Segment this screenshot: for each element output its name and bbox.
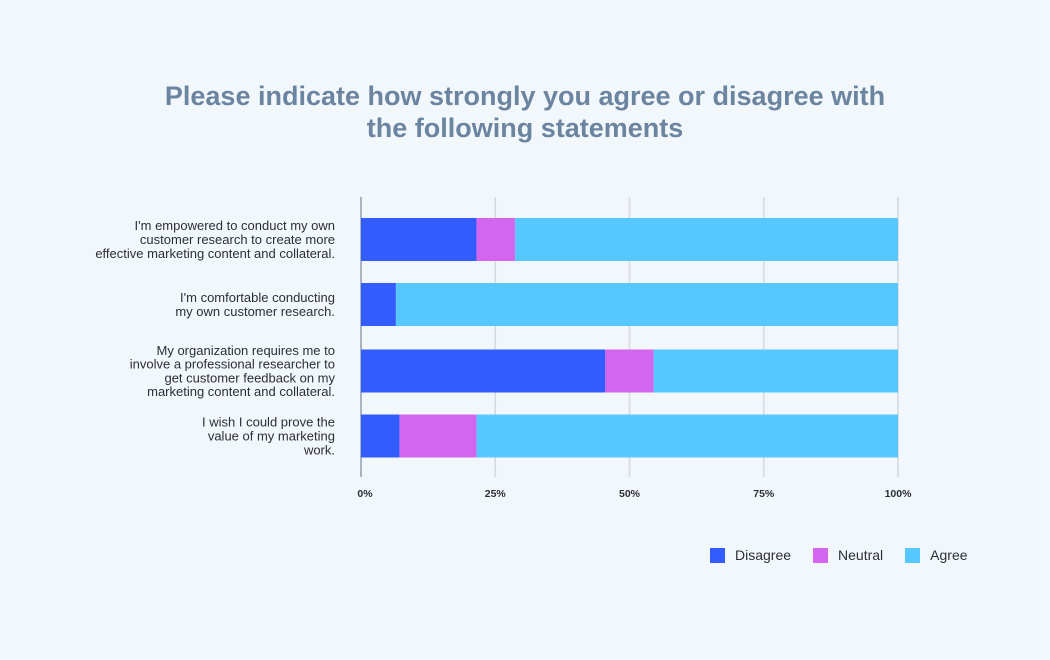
category-label-line: marketing content and collateral.	[147, 384, 335, 399]
x-tick-label: 75%	[753, 488, 775, 500]
category-label-2: I'm comfortable conducting my own custome…	[175, 290, 335, 319]
category-label-line: effective marketing content and collater…	[95, 246, 335, 261]
bar-segment-disagree-4	[361, 414, 400, 458]
category-label-line: my own customer research.	[175, 304, 335, 319]
category-label-3: My organization requires me to involve a …	[130, 343, 336, 399]
legend-item-agree: Agree	[905, 547, 968, 563]
chart-title: Please indicate how strongly you agree o…	[0, 80, 1050, 144]
category-label-4: I wish I could prove the value of my mark…	[202, 415, 335, 458]
category-label-line: work.	[303, 442, 335, 457]
legend-label: Neutral	[838, 547, 884, 563]
bar-segment-neutral-1	[476, 218, 516, 261]
x-tick-label: 0%	[357, 488, 373, 500]
category-label-line: I wish I could prove the	[202, 415, 335, 430]
legend-swatch	[710, 547, 725, 563]
legend-swatch	[905, 547, 921, 563]
bar-segment-agree-3	[653, 349, 898, 393]
category-label-1: I'm empowered to conduct my own customer …	[95, 218, 335, 261]
x-tick-label: 25%	[485, 488, 507, 500]
bar-segment-disagree-2	[361, 283, 396, 326]
category-label-line: value of my marketing	[208, 429, 335, 444]
bar-segment-neutral-4	[399, 414, 477, 458]
x-tick-label: 100%	[885, 488, 913, 500]
bar-segment-agree-4	[476, 414, 898, 458]
category-label-line: customer research to create more	[140, 232, 335, 247]
legend-item-disagree: Disagree	[710, 547, 791, 563]
bar-segment-disagree-3	[361, 349, 606, 393]
legend-label: Agree	[930, 547, 968, 563]
legend-swatch	[813, 547, 829, 563]
bar-segment-disagree-1	[361, 218, 477, 261]
category-label-line: involve a professional researcher to	[130, 357, 335, 372]
chart-title-line-2: the following statements	[366, 113, 684, 143]
legend-item-neutral: Neutral	[813, 547, 883, 563]
bar-segment-neutral-3	[605, 349, 654, 393]
category-label-line: I'm comfortable conducting	[180, 290, 335, 305]
bar-segment-agree-2	[395, 283, 898, 326]
category-label-line: I'm empowered to conduct my own	[135, 218, 335, 233]
chart-legend: Disagree Neutral Agree	[710, 547, 990, 563]
category-label-line: get customer feedback on my	[164, 370, 335, 385]
legend-label: Disagree	[735, 547, 792, 563]
x-tick-label: 50%	[619, 488, 641, 500]
bar-segment-agree-1	[515, 218, 898, 261]
category-label-line: My organization requires me to	[157, 343, 335, 358]
chart-title-line-1: Please indicate how strongly you agree o…	[164, 81, 886, 111]
